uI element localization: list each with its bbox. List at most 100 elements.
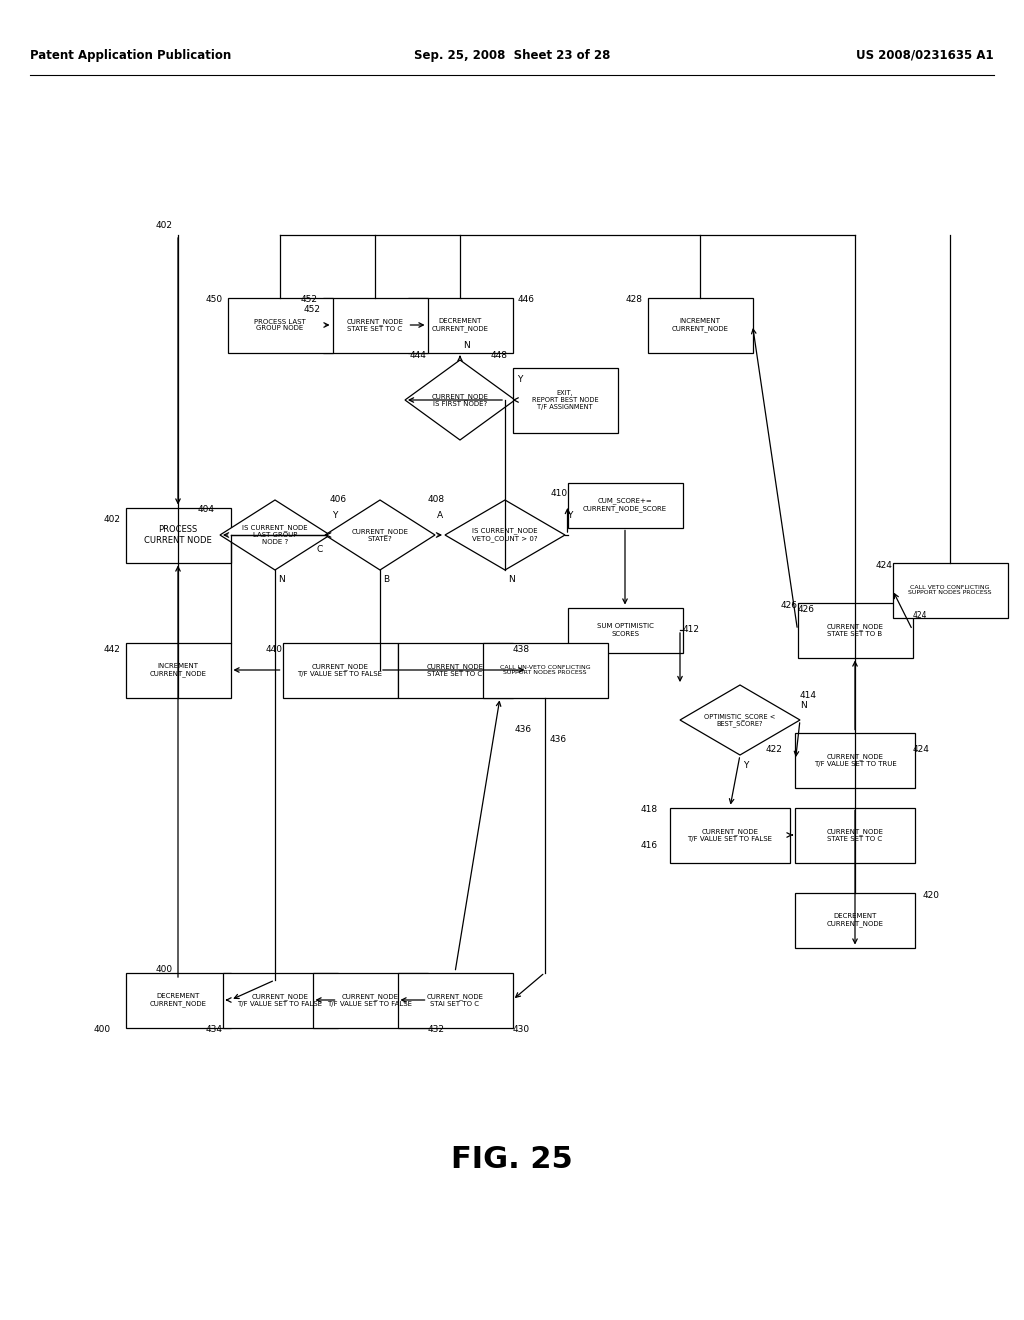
- Text: 446: 446: [517, 296, 535, 305]
- Polygon shape: [680, 685, 800, 755]
- Text: N: N: [463, 341, 470, 350]
- Text: CURRENT_NODE
STATE SET TO C: CURRENT_NODE STATE SET TO C: [427, 663, 483, 677]
- Text: B: B: [383, 576, 389, 585]
- Text: 434: 434: [206, 1026, 222, 1035]
- Text: IS CURRENT_NODE
LAST GROUP
NODE ?: IS CURRENT_NODE LAST GROUP NODE ?: [243, 524, 308, 545]
- Text: CURRENT_NODE
IS FIRST NODE?: CURRENT_NODE IS FIRST NODE?: [431, 393, 488, 407]
- Text: 408: 408: [428, 495, 445, 504]
- Text: 406: 406: [330, 495, 347, 504]
- Bar: [408, 297, 512, 352]
- Text: CURRENT_NODE
STATE SET TO B: CURRENT_NODE STATE SET TO B: [826, 623, 884, 636]
- Bar: [798, 602, 912, 657]
- Bar: [397, 973, 512, 1027]
- Bar: [312, 973, 427, 1027]
- Bar: [126, 973, 230, 1027]
- Text: 400: 400: [93, 1026, 111, 1035]
- Text: 450: 450: [206, 296, 222, 305]
- Polygon shape: [325, 500, 435, 570]
- Text: CURRENT_NODE
STATE SET TO C: CURRENT_NODE STATE SET TO C: [826, 828, 884, 842]
- Text: 448: 448: [490, 351, 508, 359]
- Text: 422: 422: [766, 746, 782, 755]
- Text: SUM OPTIMISTIC
SCORES: SUM OPTIMISTIC SCORES: [597, 623, 653, 636]
- Text: CURRENT_NODE
T/F VALUE SET TO TRUE: CURRENT_NODE T/F VALUE SET TO TRUE: [814, 754, 896, 767]
- Text: Patent Application Publication: Patent Application Publication: [30, 49, 231, 62]
- Bar: [893, 562, 1008, 618]
- Text: PROCESS LAST
GROUP NODE: PROCESS LAST GROUP NODE: [254, 318, 306, 331]
- Text: Y: Y: [567, 511, 572, 520]
- Text: 442: 442: [103, 645, 121, 655]
- Text: EXIT,
REPORT BEST NODE
T/F ASSIGNMENT: EXIT, REPORT BEST NODE T/F ASSIGNMENT: [531, 389, 598, 411]
- Bar: [795, 808, 915, 862]
- Text: INCREMENT
CURRENT_NODE: INCREMENT CURRENT_NODE: [150, 663, 207, 677]
- Text: CALL VETO CONFLICTING
SUPPORT NODES PROCESS: CALL VETO CONFLICTING SUPPORT NODES PROC…: [908, 585, 992, 595]
- Text: 418: 418: [640, 805, 657, 814]
- Bar: [397, 643, 512, 697]
- Text: 412: 412: [683, 626, 699, 635]
- Text: Y: Y: [332, 511, 337, 520]
- Text: 432: 432: [427, 1026, 444, 1035]
- Bar: [283, 643, 397, 697]
- Text: 440: 440: [265, 645, 283, 655]
- Bar: [512, 367, 617, 433]
- Bar: [567, 607, 683, 652]
- Text: A: A: [437, 511, 443, 520]
- Text: 430: 430: [512, 1026, 529, 1035]
- Text: 402: 402: [103, 516, 121, 524]
- Text: 400: 400: [156, 965, 173, 974]
- Text: FIG. 25: FIG. 25: [452, 1146, 572, 1175]
- Text: DECREMENT
CURRENT_NODE: DECREMENT CURRENT_NODE: [150, 993, 207, 1007]
- Text: PROCESS
CURRENT NODE: PROCESS CURRENT NODE: [144, 525, 212, 545]
- Text: 414: 414: [800, 690, 817, 700]
- Text: 426: 426: [798, 606, 814, 615]
- Text: 426: 426: [780, 601, 798, 610]
- Text: DECREMENT
CURRENT_NODE: DECREMENT CURRENT_NODE: [431, 318, 488, 331]
- Text: 452: 452: [303, 305, 321, 314]
- Text: IS CURRENT_NODE
VETO_COUNT > 0?: IS CURRENT_NODE VETO_COUNT > 0?: [472, 528, 538, 543]
- Bar: [323, 297, 427, 352]
- Text: 452: 452: [300, 296, 317, 305]
- Bar: [227, 297, 333, 352]
- Text: US 2008/0231635 A1: US 2008/0231635 A1: [856, 49, 994, 62]
- Text: Y: Y: [517, 375, 522, 384]
- Text: CUM_SCORE+=
CURRENT_NODE_SCORE: CUM_SCORE+= CURRENT_NODE_SCORE: [583, 498, 667, 512]
- Text: CURRENT_NODE
STAI SET TO C: CURRENT_NODE STAI SET TO C: [427, 993, 483, 1007]
- Text: Y: Y: [743, 760, 749, 770]
- Text: 420: 420: [923, 891, 939, 899]
- Bar: [647, 297, 753, 352]
- Text: 438: 438: [512, 645, 529, 655]
- Text: 424: 424: [876, 561, 893, 569]
- Text: CALL UN-VETO CONFLICTING
SUPPORT NODES PROCESS: CALL UN-VETO CONFLICTING SUPPORT NODES P…: [500, 664, 590, 676]
- Polygon shape: [406, 360, 515, 440]
- Text: CURRENT_NODE
STATE?: CURRENT_NODE STATE?: [351, 528, 409, 543]
- Text: OPTIMISTIC_SCORE <
BEST_SCORE?: OPTIMISTIC_SCORE < BEST_SCORE?: [705, 713, 776, 727]
- Text: 444: 444: [410, 351, 427, 359]
- Bar: [482, 643, 607, 697]
- Text: 424: 424: [912, 746, 930, 755]
- Text: 416: 416: [640, 841, 657, 850]
- Text: CURRENT_NODE
T/F VALUE SET TO FALSE: CURRENT_NODE T/F VALUE SET TO FALSE: [328, 993, 413, 1007]
- Text: 404: 404: [198, 506, 215, 515]
- Text: C: C: [316, 545, 323, 554]
- Text: N: N: [278, 576, 285, 585]
- Text: 436: 436: [550, 735, 567, 744]
- Bar: [222, 973, 338, 1027]
- Bar: [567, 483, 683, 528]
- Text: N: N: [508, 576, 515, 585]
- Text: N: N: [800, 701, 807, 710]
- Text: CURRENT_NODE
T/F VALUE SET TO FALSE: CURRENT_NODE T/F VALUE SET TO FALSE: [687, 828, 772, 842]
- Text: 424: 424: [912, 610, 927, 619]
- Polygon shape: [445, 500, 565, 570]
- Text: 410: 410: [550, 488, 567, 498]
- Bar: [126, 643, 230, 697]
- Bar: [126, 507, 230, 562]
- Text: CURRENT_NODE
STATE SET TO C: CURRENT_NODE STATE SET TO C: [346, 318, 403, 331]
- Text: DECREMENT
CURRENT_NODE: DECREMENT CURRENT_NODE: [826, 913, 884, 927]
- Bar: [795, 733, 915, 788]
- Bar: [795, 892, 915, 948]
- Text: Sep. 25, 2008  Sheet 23 of 28: Sep. 25, 2008 Sheet 23 of 28: [414, 49, 610, 62]
- Polygon shape: [220, 500, 330, 570]
- Text: CURRENT_NODE
T/F VALUE SET TO FALSE: CURRENT_NODE T/F VALUE SET TO FALSE: [298, 663, 383, 677]
- Text: 428: 428: [626, 296, 642, 305]
- Text: INCREMENT
CURRENT_NODE: INCREMENT CURRENT_NODE: [672, 318, 728, 331]
- Text: 436: 436: [515, 726, 532, 734]
